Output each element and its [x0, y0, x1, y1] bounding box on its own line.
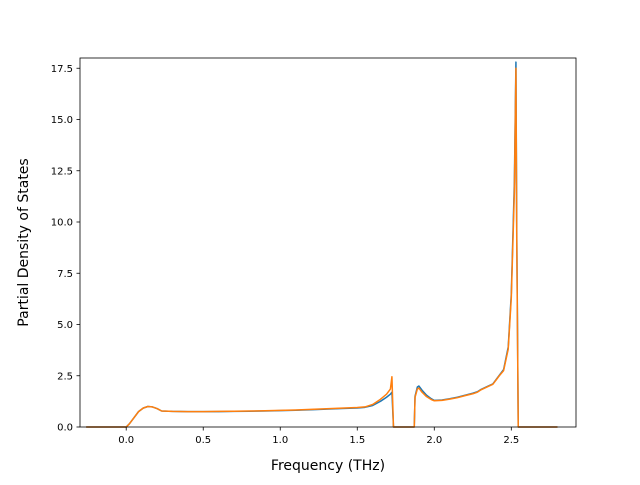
y-tick-label: 7.5	[57, 269, 73, 280]
x-axis-ticks: 0.0 0.5 1.0 1.5 2.0 2.5	[118, 427, 519, 446]
x-tick-label: 1.5	[349, 435, 365, 446]
y-tick-label: 0.0	[57, 423, 73, 434]
y-tick-label: 10.0	[51, 218, 73, 229]
x-axis-label: Frequency (THz)	[271, 458, 385, 474]
y-tick-label: 12.5	[51, 166, 73, 177]
y-axis-label: Partial Density of States	[16, 158, 32, 326]
x-tick-label: 2.5	[503, 435, 519, 446]
x-tick-label: 0.5	[195, 435, 211, 446]
x-tick-label: 1.0	[272, 435, 288, 446]
y-tick-label: 5.0	[57, 320, 73, 331]
y-axis-ticks: 0.0 2.5 5.0 7.5 10.0 12.5 15.0 17.5	[51, 64, 80, 434]
x-tick-label: 2.0	[426, 435, 442, 446]
y-tick-label: 15.0	[51, 115, 73, 126]
x-tick-label: 0.0	[118, 435, 134, 446]
y-tick-label: 2.5	[57, 371, 73, 382]
plot-area-frame	[79, 57, 577, 428]
y-tick-label: 17.5	[51, 64, 73, 75]
